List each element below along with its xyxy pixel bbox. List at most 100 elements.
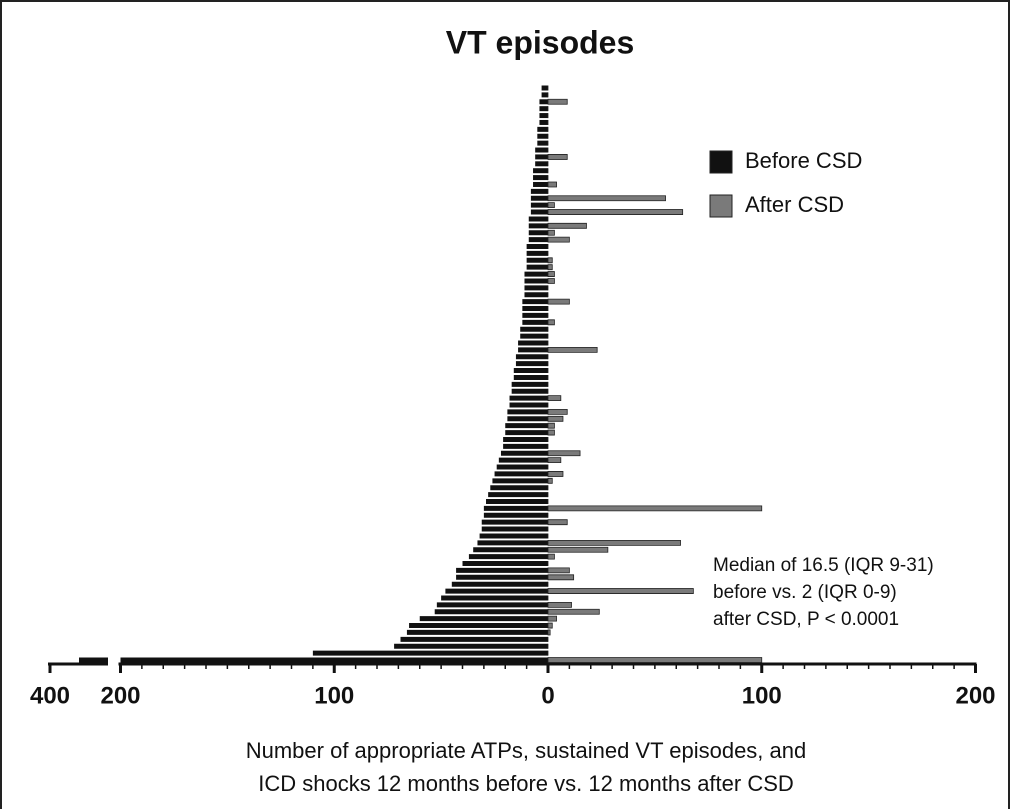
bar [547,546,609,553]
bar [526,264,548,270]
bar [507,416,548,422]
bar [547,471,564,477]
bar [513,374,548,380]
legend-label: Before CSD [745,148,862,173]
bar [492,478,548,484]
bar [526,250,548,256]
bar [526,244,548,250]
bar [522,299,548,305]
bar [483,512,548,518]
bar [547,222,587,229]
bar [533,181,548,187]
bar [547,236,570,243]
bar [547,202,555,209]
bar [547,229,555,236]
bar [522,306,548,312]
bar [394,643,548,649]
bar [547,195,666,202]
bar [486,498,548,504]
x-tick-label: 100 [742,682,782,709]
bar [547,450,581,457]
bar [530,202,548,208]
bar [488,492,548,498]
bar [533,168,548,174]
x-axis-label: Number of appropriate ATPs, sustained VT… [246,738,807,763]
bar [479,533,548,539]
bar [477,540,548,546]
bar [451,581,548,587]
legend-swatch [709,194,733,218]
bar [528,223,548,229]
bar [524,285,548,291]
bar [456,567,548,573]
chart-title: VT episodes [446,24,635,60]
bar [537,133,548,139]
bar [406,629,548,635]
bar [511,388,548,394]
x-tick-label: 200 [955,682,995,709]
bar [547,422,555,429]
bar [547,181,557,188]
bar [530,188,548,194]
bar [528,230,548,236]
bar [481,519,548,525]
bar [547,457,562,464]
bar [312,650,548,656]
bar [547,319,555,326]
bar [547,278,555,284]
bar [547,415,564,422]
bar [400,636,548,642]
bar [535,147,548,153]
bar [524,292,548,298]
bar [541,92,548,98]
bar [547,395,562,402]
bar [528,237,548,243]
bar [503,436,548,442]
legend-swatch [709,150,733,174]
bar [518,347,548,353]
bar [436,602,548,608]
bar [462,561,548,567]
bar [509,402,548,408]
bar [505,423,548,429]
bar [434,609,548,615]
bar [522,312,548,318]
bar [507,409,548,415]
bar [520,326,548,332]
bar [528,216,548,222]
bar [503,443,548,449]
bar [481,526,548,532]
bar [547,657,763,663]
bar [441,595,548,601]
bar [547,601,572,608]
bar [515,354,548,360]
bar [505,430,548,436]
bar [547,505,763,512]
bar [547,209,684,215]
bar [524,278,548,284]
bar [496,464,548,470]
legend-label: After CSD [745,192,844,217]
bar [409,623,548,629]
bar [547,477,553,484]
bar [547,574,575,581]
bar [494,471,548,477]
bar [473,547,548,553]
x-tick-label: 100 [314,682,354,709]
x-tick-label: 200 [100,682,140,709]
bar [518,340,548,346]
x-tick-label: 0 [541,682,554,709]
bar [547,567,570,574]
bar [468,554,548,560]
bar [513,368,548,374]
bar [500,450,548,456]
bar [79,657,548,663]
bar [547,622,553,629]
bar [539,106,548,112]
bar [539,119,548,125]
bar [547,298,570,305]
bar [547,615,557,622]
